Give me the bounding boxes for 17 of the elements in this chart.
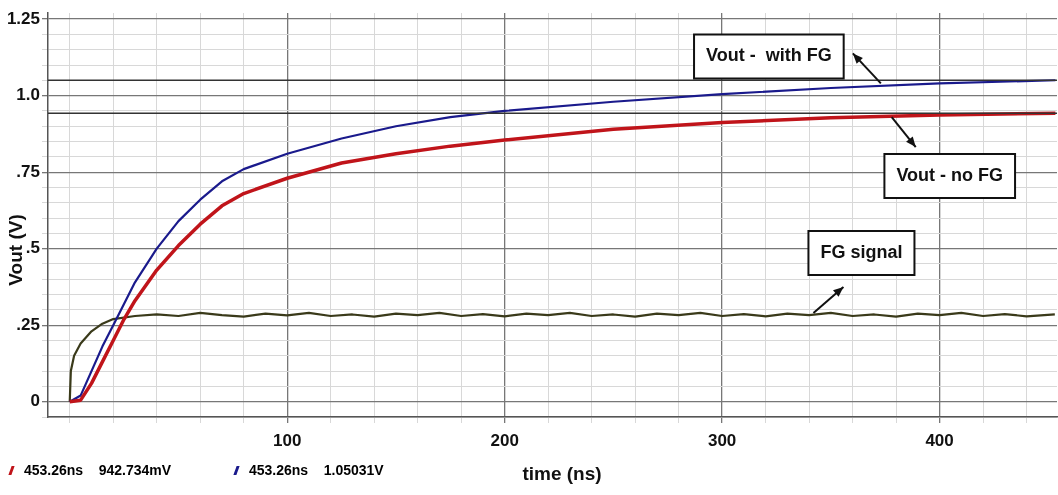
x-tick-label: 200: [490, 430, 519, 450]
y-tick-label: 1.25: [6, 8, 40, 28]
x-axis-title: time (ns): [522, 463, 602, 484]
y-tick-label: 0: [30, 391, 40, 411]
x-tick-label: 100: [273, 430, 302, 450]
text: 453.26ns 942.734mV: [24, 462, 172, 478]
annotation: Vout - with FG: [706, 45, 832, 66]
y-axis-title: Vout (V): [5, 214, 26, 286]
y-tick-label: .5: [25, 238, 40, 258]
text: 453.26ns 1.05031V: [249, 462, 384, 478]
y-tick-label: .75: [16, 161, 40, 181]
annotation: FG signal: [820, 241, 903, 262]
annotation: Vout - no FG: [896, 165, 1004, 186]
y-tick-label: .25: [16, 314, 40, 334]
x-tick-label: 400: [925, 430, 954, 450]
y-tick-label: 1.0: [16, 85, 40, 105]
x-tick-label: 300: [707, 430, 737, 450]
